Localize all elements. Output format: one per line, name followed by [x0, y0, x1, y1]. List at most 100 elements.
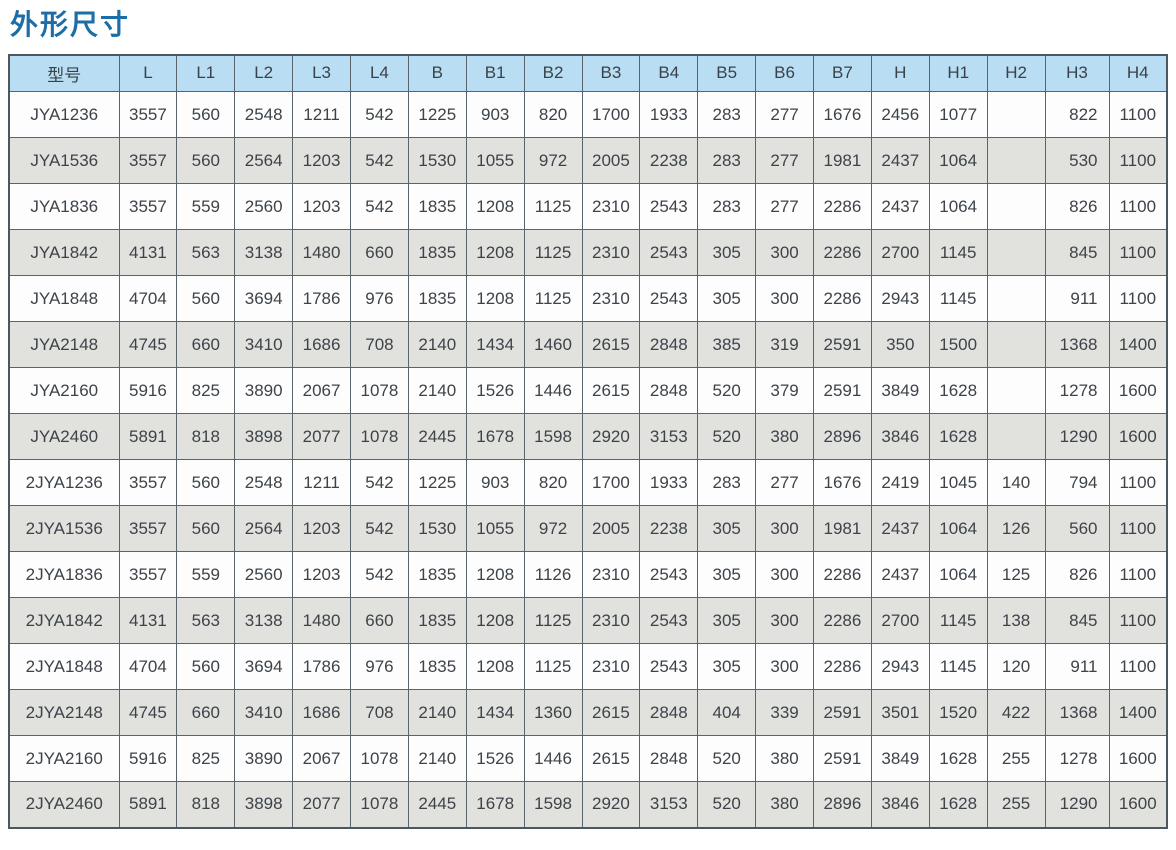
- value-cell: 2543: [639, 551, 699, 599]
- value-cell: 2140: [407, 689, 467, 737]
- value-cell: 283: [697, 91, 757, 139]
- value-cell: 563: [176, 229, 236, 277]
- value-cell: 1500: [928, 321, 988, 369]
- value-cell: 1835: [407, 551, 467, 599]
- value-cell: 2700: [870, 229, 930, 277]
- value-cell: 1125: [523, 275, 583, 323]
- value-cell: 2310: [581, 643, 641, 691]
- table-row: 2JYA1842 4131 563 3138 1480 660 1835 1208 1125 23…: [8, 597, 1168, 645]
- value-cell: 1208: [465, 597, 525, 645]
- value-cell: 976: [350, 643, 409, 691]
- value-cell: 1530: [407, 505, 467, 553]
- value-cell: 305: [697, 229, 757, 277]
- value-cell: 2560: [234, 183, 294, 231]
- value-cell: [986, 91, 1046, 139]
- value-cell: 1981: [813, 137, 872, 185]
- value-cell: 380: [755, 735, 814, 783]
- value-cell: 277: [755, 91, 814, 139]
- value-cell: 1100: [1108, 597, 1168, 645]
- value-cell: 125: [986, 551, 1046, 599]
- value-cell: 825: [176, 367, 236, 415]
- value-cell: 972: [523, 137, 583, 185]
- value-cell: 3410: [234, 689, 294, 737]
- value-cell: 2848: [639, 367, 699, 415]
- value-cell: 1368: [1044, 689, 1110, 737]
- value-cell: 660: [176, 689, 236, 737]
- dimensions-table: 型号 L L1 L2 L3 L4 B B1 B2 B3 B4 B5 B6 B7 H H1 H2 H3 H4 JYA1…: [8, 53, 1168, 829]
- value-cell: 1786: [292, 643, 351, 691]
- value-cell: 1125: [523, 183, 583, 231]
- value-cell: 2848: [639, 735, 699, 783]
- value-cell: 1145: [928, 229, 988, 277]
- value-cell: 283: [697, 459, 757, 507]
- value-cell: 542: [350, 505, 409, 553]
- model-cell: 2JYA1536: [8, 505, 120, 553]
- value-cell: 1125: [523, 229, 583, 277]
- value-cell: 2286: [813, 183, 872, 231]
- value-cell: 3557: [118, 91, 178, 139]
- value-cell: 1480: [292, 597, 351, 645]
- value-cell: 976: [350, 275, 409, 323]
- value-cell: 2005: [581, 505, 641, 553]
- column-header-b6: B6: [755, 54, 814, 93]
- table-row: 2JYA2148 4745 660 3410 1686 708 2140 1434 1360 26…: [8, 689, 1168, 737]
- value-cell: 2067: [292, 367, 351, 415]
- value-cell: [986, 229, 1046, 277]
- value-cell: 1125: [523, 597, 583, 645]
- value-cell: 1434: [465, 689, 525, 737]
- value-cell: 4745: [118, 689, 178, 737]
- value-cell: 1678: [465, 413, 525, 461]
- value-cell: 560: [176, 275, 236, 323]
- value-cell: 560: [176, 91, 236, 139]
- value-cell: 319: [755, 321, 814, 369]
- value-cell: 380: [755, 781, 814, 829]
- value-cell: 4131: [118, 229, 178, 277]
- value-cell: 3898: [234, 413, 294, 461]
- value-cell: 559: [176, 551, 236, 599]
- value-cell: 4131: [118, 597, 178, 645]
- value-cell: 559: [176, 183, 236, 231]
- value-cell: 1933: [639, 91, 699, 139]
- value-cell: 305: [697, 505, 757, 553]
- value-cell: 255: [986, 735, 1046, 783]
- value-cell: 2238: [639, 137, 699, 185]
- value-cell: 2310: [581, 229, 641, 277]
- value-cell: 1278: [1044, 735, 1110, 783]
- value-cell: 1078: [350, 735, 409, 783]
- value-cell: 2456: [870, 91, 930, 139]
- value-cell: 2543: [639, 183, 699, 231]
- value-cell: 2140: [407, 321, 467, 369]
- value-cell: [986, 367, 1046, 415]
- value-cell: [986, 321, 1046, 369]
- model-cell: 2JYA1236: [8, 459, 120, 507]
- value-cell: 1125: [523, 643, 583, 691]
- value-cell: 3557: [118, 137, 178, 185]
- value-cell: 2077: [292, 413, 351, 461]
- value-cell: 820: [523, 459, 583, 507]
- value-cell: 1676: [813, 91, 872, 139]
- value-cell: 3890: [234, 735, 294, 783]
- value-cell: 1208: [465, 229, 525, 277]
- model-cell: JYA1236: [8, 91, 120, 139]
- table-row: JYA1842 4131 563 3138 1480 660 1835 1208 1125 231…: [8, 229, 1168, 277]
- table-row: JYA1536 3557 560 2564 1203 542 1530 1055 972 2005…: [8, 137, 1168, 185]
- value-cell: 825: [176, 735, 236, 783]
- table-row: 2JYA2160 5916 825 3890 2067 1078 2140 1526 1446 2…: [8, 735, 1168, 783]
- value-cell: 2564: [234, 505, 294, 553]
- value-cell: 3846: [870, 413, 930, 461]
- model-cell: 2JYA2460: [8, 781, 120, 829]
- value-cell: 1530: [407, 137, 467, 185]
- value-cell: 2286: [813, 229, 872, 277]
- value-cell: 3410: [234, 321, 294, 369]
- value-cell: 140: [986, 459, 1046, 507]
- value-cell: 1400: [1108, 689, 1168, 737]
- value-cell: 1368: [1044, 321, 1110, 369]
- value-cell: 277: [755, 459, 814, 507]
- value-cell: 1400: [1108, 321, 1168, 369]
- value-cell: 4745: [118, 321, 178, 369]
- value-cell: 1100: [1108, 643, 1168, 691]
- value-cell: 972: [523, 505, 583, 553]
- column-header-model: 型号: [8, 54, 120, 93]
- value-cell: 1686: [292, 689, 351, 737]
